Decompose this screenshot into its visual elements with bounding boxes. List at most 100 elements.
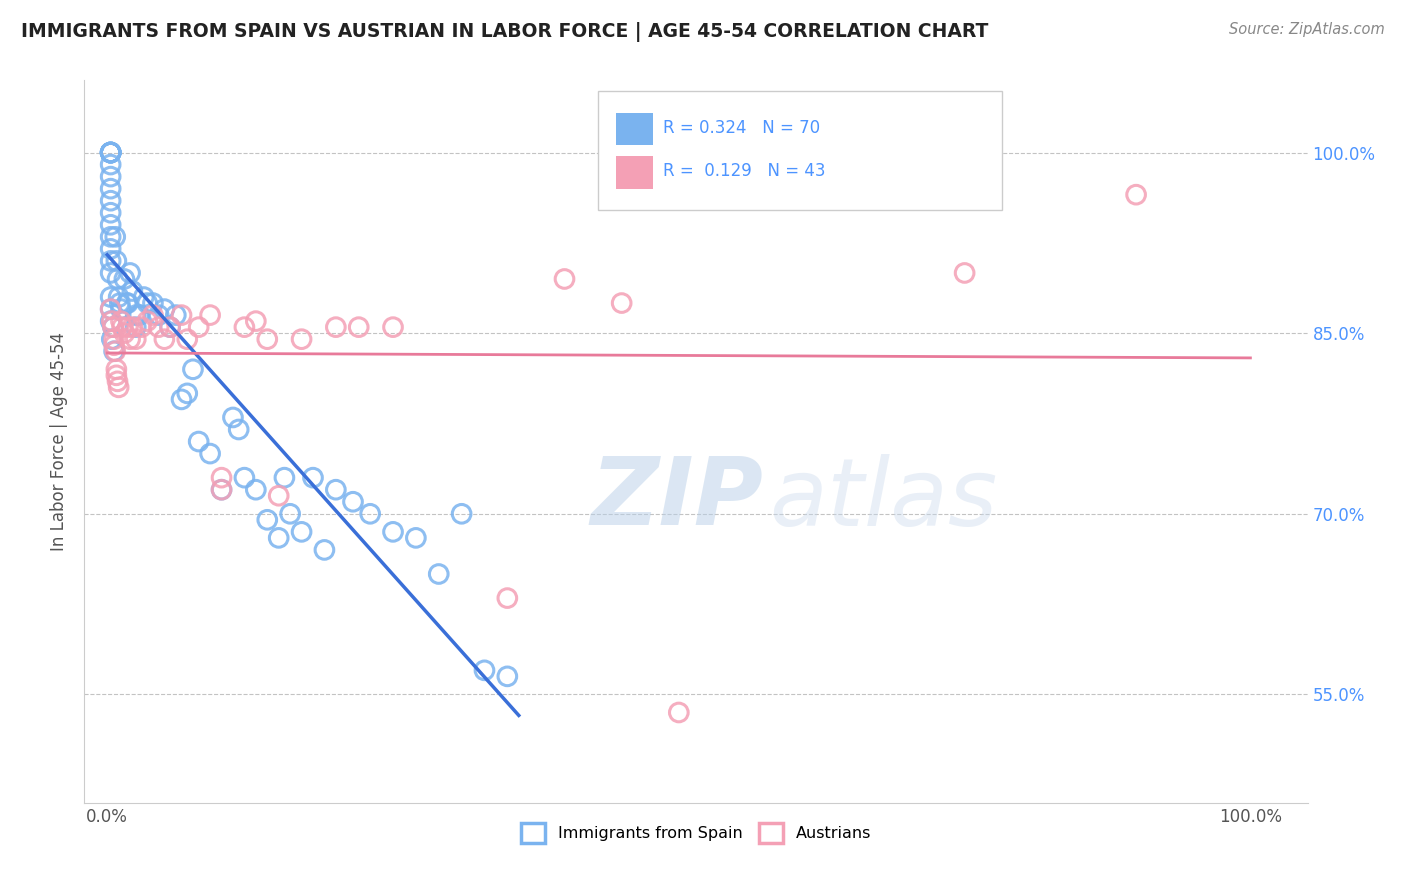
Point	[136, 296, 159, 310]
Point	[100, 181, 122, 195]
Point	[342, 494, 364, 508]
Point	[382, 524, 405, 539]
Point	[153, 332, 176, 346]
Point	[100, 218, 122, 232]
Point	[100, 314, 122, 328]
Point	[198, 446, 221, 460]
Point	[100, 205, 122, 219]
Text: IMMIGRANTS FROM SPAIN VS AUSTRIAN IN LABOR FORCE | AGE 45-54 CORRELATION CHART: IMMIGRANTS FROM SPAIN VS AUSTRIAN IN LAB…	[21, 22, 988, 42]
Point	[100, 266, 122, 280]
Point	[107, 380, 129, 394]
Point	[101, 314, 124, 328]
Point	[1125, 187, 1147, 202]
Point	[100, 145, 122, 160]
Point	[105, 253, 128, 268]
Point	[100, 145, 122, 160]
Point	[953, 266, 976, 280]
Point	[187, 320, 209, 334]
Point	[290, 332, 312, 346]
Point	[121, 320, 143, 334]
Point	[105, 362, 128, 376]
Point	[100, 145, 122, 160]
Point	[159, 320, 181, 334]
Point	[187, 434, 209, 449]
Point	[198, 308, 221, 322]
Point	[100, 145, 122, 160]
Point	[100, 242, 122, 256]
Point	[176, 332, 198, 346]
Point	[228, 423, 250, 437]
Point	[405, 531, 427, 545]
Point	[165, 308, 187, 322]
Point	[101, 320, 124, 334]
Text: Source: ZipAtlas.com: Source: ZipAtlas.com	[1229, 22, 1385, 37]
Point	[302, 471, 325, 485]
Point	[382, 320, 405, 334]
Point	[256, 332, 278, 346]
Point	[112, 272, 135, 286]
Point	[211, 483, 233, 497]
Point	[108, 296, 131, 310]
Point	[347, 320, 370, 334]
Point	[104, 229, 127, 244]
Point	[100, 145, 122, 160]
Point	[496, 591, 519, 605]
Point	[111, 320, 134, 334]
Point	[107, 290, 129, 304]
Text: ZIP: ZIP	[591, 453, 763, 545]
Point	[211, 483, 233, 497]
Point	[131, 320, 153, 334]
Y-axis label: In Labor Force | Age 45-54: In Labor Force | Age 45-54	[49, 332, 67, 551]
Point	[610, 296, 633, 310]
Text: R =  0.129   N = 43: R = 0.129 N = 43	[664, 162, 825, 180]
Point	[103, 344, 125, 359]
Point	[103, 332, 125, 346]
Point	[359, 507, 381, 521]
Point	[100, 194, 122, 208]
Point	[245, 314, 267, 328]
Point	[117, 296, 139, 310]
Point	[100, 290, 122, 304]
Point	[100, 253, 122, 268]
Point	[115, 296, 138, 310]
Point	[474, 664, 496, 678]
Point	[100, 229, 122, 244]
Point	[104, 344, 127, 359]
Point	[233, 471, 256, 485]
Point	[121, 284, 143, 298]
Point	[245, 483, 267, 497]
Point	[159, 320, 181, 334]
Point	[125, 332, 148, 346]
Point	[267, 531, 290, 545]
Legend: Immigrants from Spain, Austrians: Immigrants from Spain, Austrians	[515, 817, 877, 849]
Point	[170, 308, 193, 322]
Point	[101, 332, 124, 346]
Point	[325, 483, 347, 497]
Point	[496, 669, 519, 683]
Point	[100, 145, 122, 160]
Text: R = 0.324   N = 70: R = 0.324 N = 70	[664, 119, 820, 136]
Point	[132, 290, 155, 304]
Point	[120, 266, 142, 280]
Point	[110, 314, 132, 328]
Point	[290, 524, 312, 539]
Point	[120, 332, 142, 346]
Point	[125, 308, 148, 322]
Point	[100, 157, 122, 171]
FancyBboxPatch shape	[598, 91, 1002, 211]
Point	[153, 301, 176, 317]
Point	[256, 513, 278, 527]
Point	[148, 308, 170, 322]
Point	[148, 320, 170, 334]
Point	[112, 326, 135, 341]
Point	[427, 567, 450, 582]
Point	[273, 471, 295, 485]
Point	[553, 272, 575, 286]
Point	[450, 507, 472, 521]
Point	[100, 301, 122, 317]
Point	[176, 386, 198, 401]
Point	[100, 301, 122, 317]
Point	[105, 368, 128, 383]
Point	[222, 410, 245, 425]
Point	[325, 320, 347, 334]
